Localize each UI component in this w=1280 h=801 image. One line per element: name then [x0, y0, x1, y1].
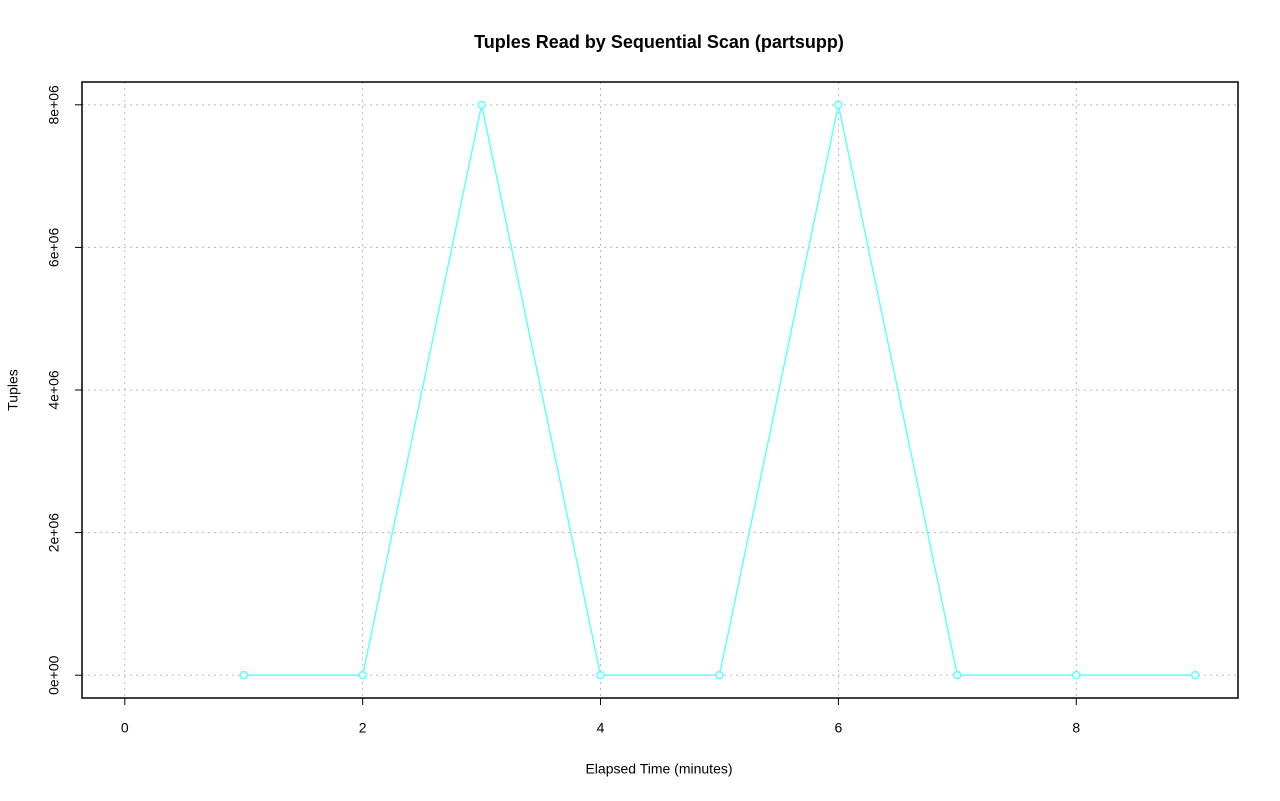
x-axis-label: Elapsed Time (minutes) — [585, 761, 732, 777]
x-tick-label: 4 — [597, 720, 605, 736]
data-point — [953, 670, 962, 680]
data-point — [477, 100, 486, 110]
x-tick-label: 6 — [834, 720, 842, 736]
plot-frame — [81, 81, 1239, 699]
y-tick-label: 6e+06 — [46, 228, 62, 268]
y-tick-label: 8e+06 — [46, 85, 62, 125]
chart-title: Tuples Read by Sequential Scan (partsupp… — [474, 32, 844, 52]
x-tick-label: 8 — [1072, 720, 1080, 736]
y-axis-label: Tuples — [5, 369, 21, 411]
data-point — [596, 670, 605, 680]
x-tick-label: 0 — [121, 720, 129, 736]
y-tick-label: 4e+06 — [46, 370, 62, 410]
x-tick-label: 2 — [359, 720, 367, 736]
y-tick-label: 0e+00 — [46, 655, 62, 695]
data-point — [1072, 670, 1081, 680]
y-tick-label: 2e+06 — [46, 513, 62, 553]
data-point — [715, 670, 724, 680]
data-point — [834, 100, 843, 110]
data-point — [239, 670, 248, 680]
data-point — [358, 670, 367, 680]
data-point — [1190, 670, 1200, 680]
